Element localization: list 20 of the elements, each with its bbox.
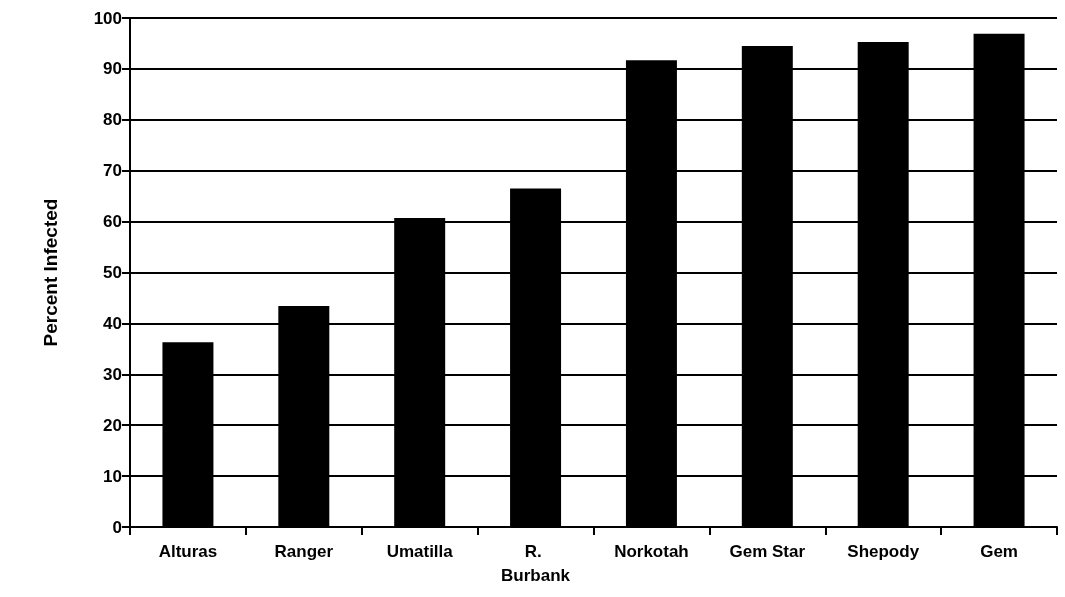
x-tick-label: Gem Star (729, 541, 806, 561)
y-tick-label: 60 (103, 212, 122, 232)
y-tick-label: 80 (103, 110, 122, 130)
y-tick-label: 0 (112, 517, 122, 537)
x-tick-label: Alturas (158, 541, 218, 561)
x-tick-label: Ranger (274, 541, 334, 561)
y-tick-label: 100 (93, 8, 122, 28)
y-tick-label: 30 (103, 364, 122, 384)
y-tick-label: 40 (103, 313, 122, 333)
y-tick-label: 90 (103, 59, 122, 79)
y-tick-label: 20 (103, 415, 122, 435)
x-tick-label: Shepody (847, 541, 920, 561)
y-tick-label: 70 (103, 161, 122, 181)
y-tick-label: 50 (103, 263, 122, 282)
y-tick-label: 10 (103, 466, 122, 486)
x-tick-label: Umatilla (386, 541, 454, 561)
y-axis-title: Percent Infected (40, 198, 61, 347)
x-tick-label: R. Burbank (501, 541, 571, 585)
x-tick-label: Norkotah (614, 541, 689, 561)
x-tick-label: Gem (980, 541, 1018, 561)
